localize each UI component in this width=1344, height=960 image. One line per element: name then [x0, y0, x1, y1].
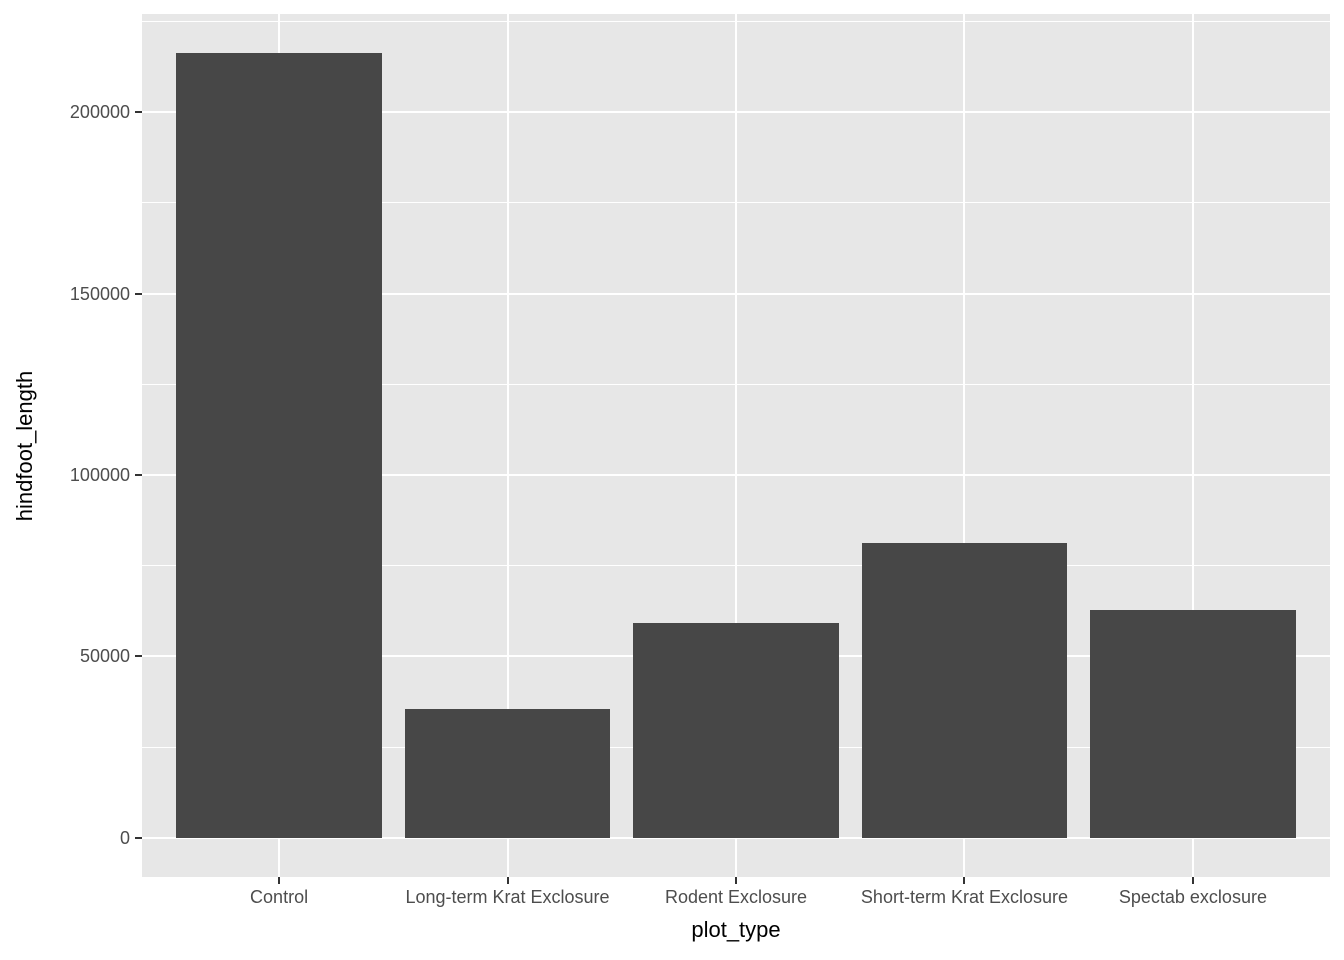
y-tick-label: 0: [119, 827, 130, 848]
x-tick-mark: [506, 877, 509, 884]
x-tick-label: Rodent Exclosure: [664, 887, 808, 907]
x-tick-label: Control: [250, 887, 309, 907]
y-tick-label: 150000: [69, 283, 130, 304]
x-tick-mark: [735, 877, 737, 884]
x-tick-mark: [1191, 877, 1194, 884]
y-tick-mark: [135, 836, 142, 839]
y-tick-label: 100000: [69, 464, 130, 485]
x-tick-label: Spectab exclosure: [1118, 887, 1267, 907]
y-tick-mark: [135, 292, 142, 295]
bar-control: [176, 53, 382, 838]
major-gridline-x: [963, 14, 966, 877]
bar-long-term-krat-exclosure: [404, 708, 611, 838]
bar-spectab-exclosure: [1090, 609, 1296, 838]
major-gridline-x: [506, 14, 509, 877]
major-gridline-x: [735, 14, 737, 877]
x-axis-title: plot_type: [691, 917, 781, 942]
y-tick-mark: [135, 473, 142, 476]
y-tick-mark: [135, 655, 142, 658]
x-tick-label: Long-term Krat Exclosure: [405, 887, 610, 907]
bar-short-term-krat-exclosure: [861, 542, 1068, 838]
major-gridline-x: [1191, 14, 1194, 877]
x-tick-label: Short-term Krat Exclosure: [860, 887, 1068, 907]
y-tick-mark: [135, 111, 142, 114]
x-tick-mark: [963, 877, 966, 884]
bar-rodent-exclosure: [633, 622, 839, 838]
x-tick-mark: [278, 877, 281, 884]
y-axis-title: hindfoot_length: [12, 370, 37, 521]
plot-panel: [142, 14, 1330, 877]
y-tick-label: 200000: [69, 102, 130, 123]
y-tick-label: 50000: [79, 646, 130, 667]
